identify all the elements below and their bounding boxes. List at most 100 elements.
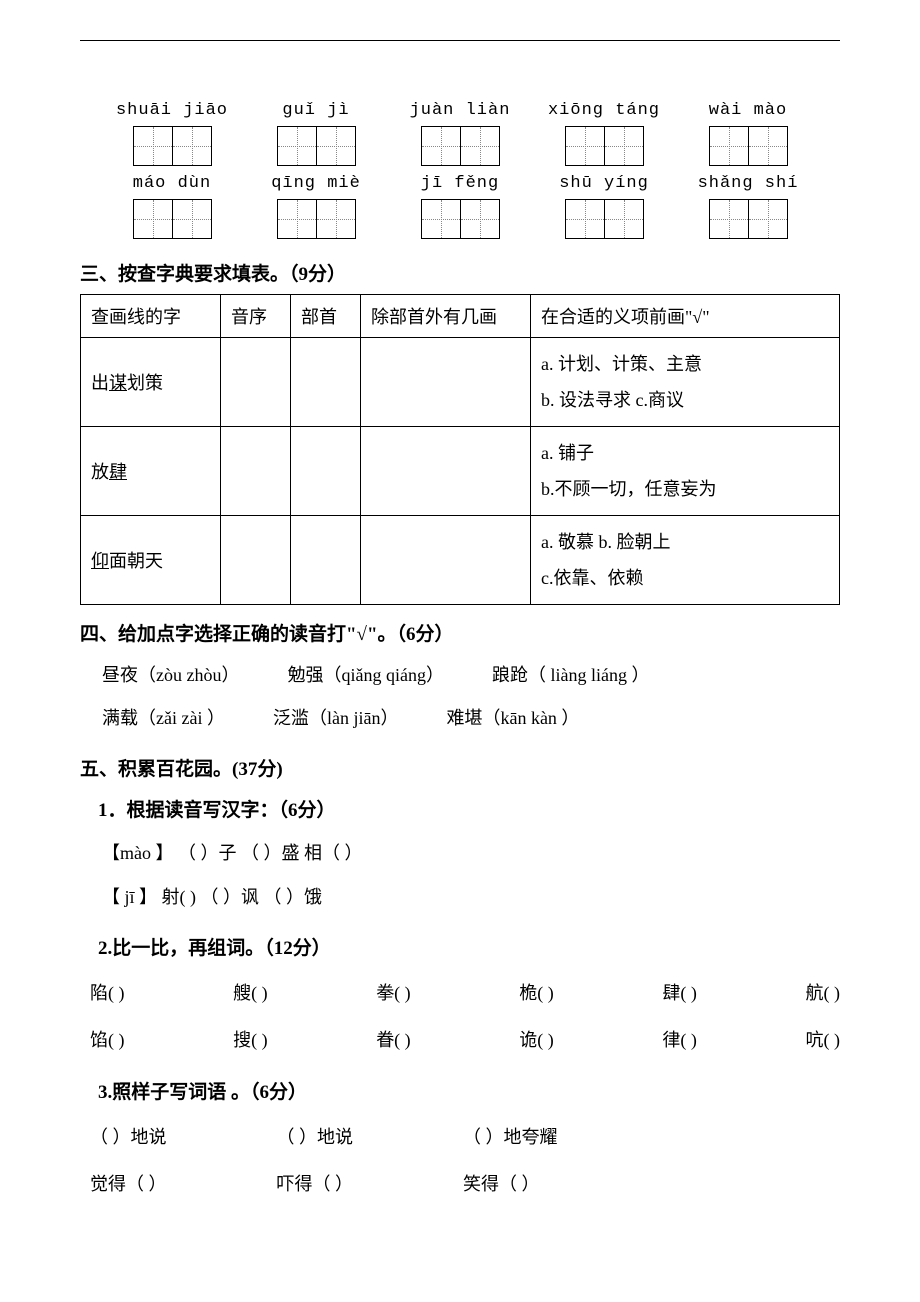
pinyin-label: shǎng shí: [698, 174, 799, 193]
word-underlined: 肆: [109, 462, 127, 482]
blank-cell[interactable]: [361, 516, 531, 605]
pinyin-label: shuāi jiāo: [116, 101, 228, 120]
pinyin-item: jī fěng: [388, 174, 532, 239]
pinyin-item: wài mào: [676, 101, 820, 166]
pinyin-item: qīng miè: [244, 174, 388, 239]
compare-item[interactable]: 眷( ): [376, 1017, 411, 1064]
pronunciation-item[interactable]: 勉强（qiǎng qiáng）: [287, 665, 443, 685]
compare-item[interactable]: 诡( ): [519, 1017, 554, 1064]
word-pre: 放: [91, 462, 109, 482]
char-box[interactable]: [460, 199, 500, 239]
blank-cell[interactable]: [291, 427, 361, 516]
compare-item[interactable]: 艘( ): [233, 970, 268, 1017]
choices-cell[interactable]: a. 计划、计策、主意 b. 设法寻求 c.商议: [531, 338, 840, 427]
char-boxes: [709, 126, 788, 166]
compare-row: 陷( ) 艘( ) 拳( ) 桅( ) 肆( ) 航( ): [80, 970, 840, 1017]
compare-item[interactable]: 搜( ): [233, 1017, 268, 1064]
spacer: [167, 1114, 277, 1161]
compare-item[interactable]: 吭( ): [805, 1017, 840, 1064]
char-box[interactable]: [709, 199, 749, 239]
compare-item[interactable]: 拳( ): [376, 970, 411, 1017]
pinyin-item: máo dùn: [100, 174, 244, 239]
char-box[interactable]: [172, 199, 212, 239]
choices-cell[interactable]: a. 敬慕 b. 脸朝上 c.依靠、依赖: [531, 516, 840, 605]
pronunciation-item[interactable]: 难堪（kān kàn ）: [446, 708, 579, 728]
char-box[interactable]: [277, 126, 317, 166]
char-box[interactable]: [316, 199, 356, 239]
char-box[interactable]: [316, 126, 356, 166]
compare-row: 馅( ) 搜( ) 眷( ) 诡( ) 律( ) 吭( ): [80, 1017, 840, 1064]
char-box[interactable]: [604, 126, 644, 166]
pronunciation-item[interactable]: 泛滥（làn jiān）: [273, 708, 398, 728]
char-boxes: [133, 199, 212, 239]
compare-item[interactable]: 桅( ): [519, 970, 554, 1017]
spacer: [353, 1114, 463, 1161]
table-row: 出谋划策 a. 计划、计策、主意 b. 设法寻求 c.商议: [81, 338, 840, 427]
pinyin-item: shū yíng: [532, 174, 676, 239]
char-box[interactable]: [172, 126, 212, 166]
blank-cell[interactable]: [361, 338, 531, 427]
table-header: 查画线的字: [81, 295, 221, 338]
char-box[interactable]: [565, 199, 605, 239]
char-box[interactable]: [460, 126, 500, 166]
blank-cell[interactable]: [221, 338, 291, 427]
pinyin-item: guǐ jì: [244, 101, 388, 166]
choices-cell[interactable]: a. 铺子 b.不顾一切，任意妄为: [531, 427, 840, 516]
pinyin-item: shǎng shí: [676, 174, 820, 239]
pattern-item[interactable]: （ ）地说: [90, 1114, 167, 1161]
char-box[interactable]: [421, 126, 461, 166]
table-row: 放肆 a. 铺子 b.不顾一切，任意妄为: [81, 427, 840, 516]
word-cell: 仰面朝天: [81, 516, 221, 605]
char-box[interactable]: [604, 199, 644, 239]
compare-item[interactable]: 馅( ): [90, 1017, 125, 1064]
blank-cell[interactable]: [221, 427, 291, 516]
pronunciation-item[interactable]: 昼夜（zòu zhòu）: [102, 665, 239, 685]
char-box[interactable]: [565, 126, 605, 166]
blank-cell[interactable]: [291, 338, 361, 427]
top-rule: [80, 40, 840, 41]
q3-title: 3.照样子写词语 。（6分）: [80, 1077, 840, 1104]
table-row: 仰面朝天 a. 敬慕 b. 脸朝上 c.依靠、依赖: [81, 516, 840, 605]
char-boxes: [133, 126, 212, 166]
word-cell: 出谋划策: [81, 338, 221, 427]
pattern-item[interactable]: （ ）地夸耀: [463, 1114, 558, 1161]
char-boxes: [421, 126, 500, 166]
table-header: 除部首外有几画: [361, 295, 531, 338]
pattern-item[interactable]: 觉得（ ）: [90, 1161, 167, 1208]
section4-title: 四、给加点字选择正确的读音打"√"。（6分）: [80, 619, 840, 646]
pattern-item[interactable]: 吓得（ ）: [277, 1161, 354, 1208]
pronunciation-item[interactable]: 踉跄（ liàng liáng ）: [492, 665, 649, 685]
word-underlined: 谋: [109, 373, 127, 393]
pattern-row: 觉得（ ） 吓得（ ） 笑得（ ）: [80, 1161, 840, 1208]
compare-item[interactable]: 航( ): [805, 970, 840, 1017]
pinyin-label: wài mào: [709, 101, 787, 120]
blank-cell[interactable]: [221, 516, 291, 605]
char-box[interactable]: [421, 199, 461, 239]
pinyin-item: juàn liàn: [388, 101, 532, 166]
char-box[interactable]: [709, 126, 749, 166]
blank-cell[interactable]: [361, 427, 531, 516]
char-box[interactable]: [748, 199, 788, 239]
char-box[interactable]: [133, 126, 173, 166]
char-box[interactable]: [277, 199, 317, 239]
section5-title: 五、积累百花园。(37分): [80, 754, 840, 781]
pinyin-label: xiōng táng: [548, 101, 660, 120]
q1-title: 1．根据读音写汉字：（6分）: [80, 795, 840, 822]
pinyin-label: juàn liàn: [410, 101, 511, 120]
char-box[interactable]: [133, 199, 173, 239]
word-post: 划策: [127, 373, 163, 393]
blank-cell[interactable]: [291, 516, 361, 605]
pronunciation-item[interactable]: 满载（zǎi zài ）: [102, 708, 225, 728]
char-boxes: [421, 199, 500, 239]
pinyin-item: xiōng táng: [532, 101, 676, 166]
pinyin-label: guǐ jì: [282, 101, 349, 120]
char-box[interactable]: [748, 126, 788, 166]
char-boxes: [565, 199, 644, 239]
pinyin-item: shuāi jiāo: [100, 101, 244, 166]
compare-item[interactable]: 律( ): [662, 1017, 697, 1064]
pattern-item[interactable]: 笑得（ ）: [463, 1161, 540, 1208]
word-post: 面朝天: [109, 551, 163, 571]
pattern-item[interactable]: （ ）地说: [277, 1114, 354, 1161]
compare-item[interactable]: 肆( ): [662, 970, 697, 1017]
compare-item[interactable]: 陷( ): [90, 970, 125, 1017]
